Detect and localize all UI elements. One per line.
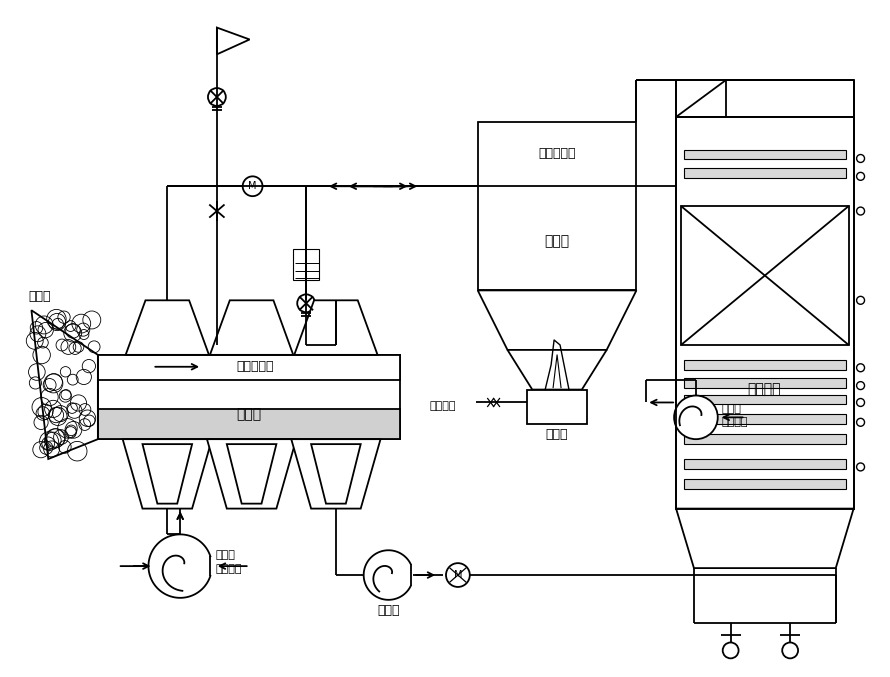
Text: 冷风入口: 冷风入口 bbox=[216, 564, 242, 574]
Text: 烧结料流向: 烧结料流向 bbox=[237, 360, 274, 373]
Bar bbox=[294, 248, 319, 280]
Polygon shape bbox=[210, 301, 294, 355]
Bar bbox=[98, 410, 400, 439]
Circle shape bbox=[856, 297, 864, 304]
Circle shape bbox=[446, 563, 470, 587]
Bar bbox=[684, 414, 845, 424]
Polygon shape bbox=[123, 439, 212, 508]
Circle shape bbox=[856, 382, 864, 389]
Text: 落料口: 落料口 bbox=[28, 290, 51, 303]
Circle shape bbox=[856, 207, 864, 215]
Polygon shape bbox=[676, 80, 854, 117]
Text: 鼓风机: 鼓风机 bbox=[216, 550, 236, 560]
Text: 余热锅炉: 余热锅炉 bbox=[748, 383, 781, 397]
Bar bbox=[98, 355, 400, 439]
Circle shape bbox=[856, 154, 864, 162]
Text: M: M bbox=[248, 181, 257, 192]
Circle shape bbox=[723, 642, 739, 658]
Bar bbox=[478, 122, 636, 290]
Bar bbox=[684, 479, 845, 489]
Polygon shape bbox=[207, 439, 296, 508]
Bar bbox=[681, 206, 849, 345]
Bar bbox=[684, 169, 845, 178]
Polygon shape bbox=[676, 508, 854, 568]
Text: 引风机: 引风机 bbox=[377, 605, 400, 617]
Bar bbox=[98, 355, 400, 380]
Text: 烟道混合区: 烟道混合区 bbox=[538, 147, 576, 160]
Text: 补燃炉: 补燃炉 bbox=[545, 234, 570, 248]
Circle shape bbox=[674, 395, 717, 439]
Bar bbox=[527, 389, 587, 424]
Circle shape bbox=[856, 399, 864, 406]
Bar bbox=[676, 117, 854, 508]
Bar bbox=[676, 117, 854, 508]
Polygon shape bbox=[142, 444, 192, 504]
Text: 环冷机: 环冷机 bbox=[236, 408, 261, 421]
Bar bbox=[684, 395, 845, 404]
Bar bbox=[684, 359, 845, 370]
Bar bbox=[684, 459, 845, 469]
Polygon shape bbox=[217, 28, 249, 54]
Text: M: M bbox=[454, 570, 462, 580]
Text: 鼓风机: 鼓风机 bbox=[722, 404, 741, 414]
Polygon shape bbox=[291, 439, 381, 508]
Polygon shape bbox=[507, 350, 607, 389]
Circle shape bbox=[856, 463, 864, 471]
Polygon shape bbox=[227, 444, 277, 504]
Circle shape bbox=[856, 364, 864, 372]
Circle shape bbox=[856, 418, 864, 427]
Polygon shape bbox=[295, 301, 377, 355]
Text: 冷风入口: 冷风入口 bbox=[722, 417, 748, 427]
Circle shape bbox=[208, 88, 226, 106]
Polygon shape bbox=[312, 444, 360, 504]
Text: 燃烧器: 燃烧器 bbox=[546, 428, 569, 441]
Bar bbox=[684, 434, 845, 444]
Polygon shape bbox=[478, 290, 636, 350]
Bar bbox=[684, 150, 845, 160]
Circle shape bbox=[782, 642, 798, 658]
Bar bbox=[684, 378, 845, 388]
Circle shape bbox=[297, 294, 315, 312]
Circle shape bbox=[856, 173, 864, 180]
Circle shape bbox=[243, 176, 263, 196]
Text: 燃气入口: 燃气入口 bbox=[430, 401, 457, 412]
Polygon shape bbox=[125, 301, 209, 355]
